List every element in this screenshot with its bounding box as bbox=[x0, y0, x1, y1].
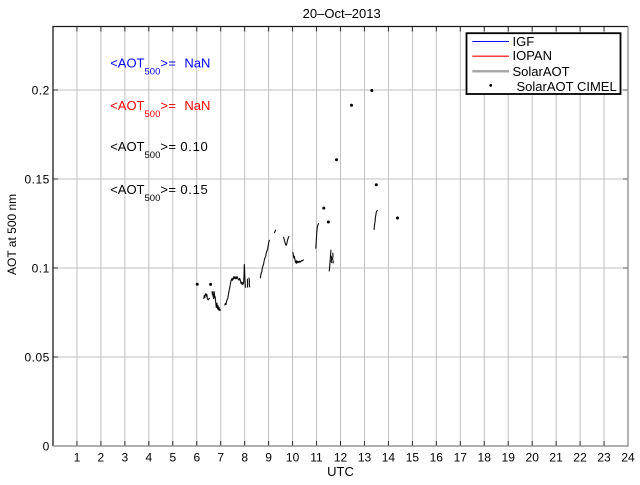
svg-text:1: 1 bbox=[74, 451, 81, 465]
svg-text:23: 23 bbox=[597, 451, 611, 465]
svg-text:20–Oct–2013: 20–Oct–2013 bbox=[303, 6, 381, 21]
svg-text:0.2: 0.2 bbox=[32, 84, 50, 98]
svg-text:9: 9 bbox=[265, 451, 272, 465]
svg-text:15: 15 bbox=[406, 451, 420, 465]
svg-text:12: 12 bbox=[334, 451, 348, 465]
svg-text:8: 8 bbox=[241, 451, 248, 465]
svg-text:7: 7 bbox=[217, 451, 224, 465]
svg-text:UTC: UTC bbox=[327, 464, 354, 479]
svg-text:22: 22 bbox=[573, 451, 587, 465]
svg-text:3: 3 bbox=[122, 451, 129, 465]
svg-text:16: 16 bbox=[430, 451, 444, 465]
svg-text:17: 17 bbox=[454, 451, 468, 465]
svg-text:11: 11 bbox=[310, 451, 323, 465]
svg-text:20: 20 bbox=[526, 451, 540, 465]
svg-text:IGF: IGF bbox=[513, 34, 535, 49]
svg-text:18: 18 bbox=[478, 451, 492, 465]
svg-text:IOPAN: IOPAN bbox=[513, 48, 553, 63]
svg-text:19: 19 bbox=[502, 451, 516, 465]
svg-text:2: 2 bbox=[98, 451, 105, 465]
svg-text:0.15: 0.15 bbox=[24, 173, 49, 187]
svg-text:13: 13 bbox=[358, 451, 372, 465]
svg-text:5: 5 bbox=[169, 451, 176, 465]
svg-text:0.05: 0.05 bbox=[24, 351, 49, 365]
svg-text:4: 4 bbox=[145, 451, 152, 465]
svg-text:10: 10 bbox=[286, 451, 300, 465]
svg-text:0.1: 0.1 bbox=[32, 262, 50, 276]
svg-text:0: 0 bbox=[43, 440, 50, 454]
svg-text:SolarAOT: SolarAOT bbox=[513, 64, 570, 79]
svg-text:6: 6 bbox=[193, 451, 200, 465]
svg-text:SolarAOT CIMEL: SolarAOT CIMEL bbox=[517, 79, 617, 94]
svg-text:24: 24 bbox=[621, 451, 635, 465]
svg-text:21: 21 bbox=[549, 451, 563, 465]
svg-text:14: 14 bbox=[382, 451, 396, 465]
svg-text:AOT at 500 nm: AOT at 500 nm bbox=[5, 194, 19, 275]
